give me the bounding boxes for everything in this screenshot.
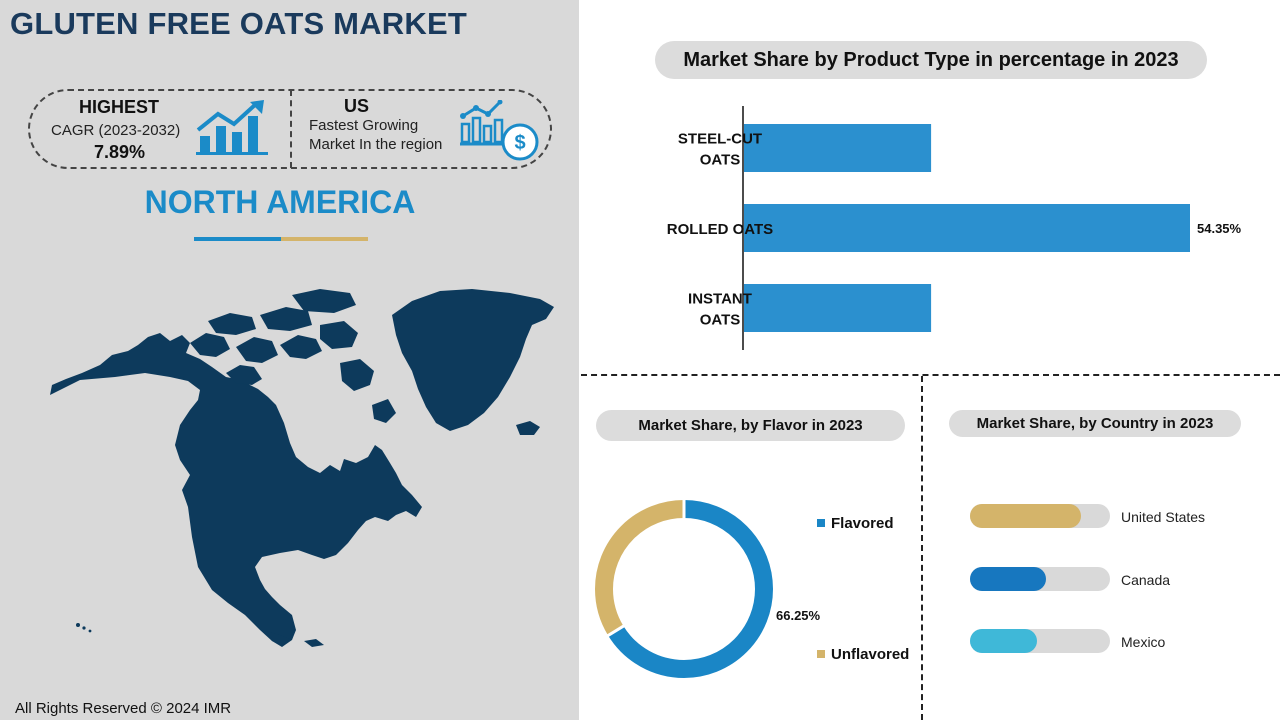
growth-chart-icon: [196, 100, 268, 155]
donut-separator-1: [606, 624, 626, 638]
region-rule-gold: [281, 237, 368, 241]
mexico-track: [970, 629, 1110, 653]
legend-unflavored-label: Unflavored: [831, 646, 910, 663]
cagr-period-label: CAGR (2023-2032): [51, 122, 181, 139]
bar-1: [744, 204, 1190, 252]
us-track: [970, 504, 1110, 528]
page-title: GLUTEN FREE OATS MARKET: [10, 6, 467, 41]
flavor-donut-chart: [595, 499, 773, 678]
value-label-1: 54.35%: [1197, 221, 1242, 236]
cagr-value: 7.89%: [94, 142, 146, 162]
us-label: United States: [1121, 509, 1206, 525]
bar-2: [744, 284, 932, 332]
product-type-chart-title: Market Share by Product Type in percenta…: [655, 41, 1207, 79]
horizontal-divider: [581, 374, 1280, 376]
mexico-label: Mexico: [1121, 634, 1166, 650]
legend-flavored: Flavored: [817, 515, 894, 532]
bar-0: [744, 124, 932, 172]
region-name: NORTH AMERICA: [144, 184, 416, 220]
category-label-0-0: STEEL-CUT: [678, 131, 762, 148]
category-label-0-1: OATS: [700, 152, 741, 169]
category-label-2-0: INSTANT: [688, 291, 752, 308]
copyright: All Rights Reserved © 2024 IMR: [15, 700, 232, 717]
mexico-fill: [970, 629, 1038, 653]
product-type-bar-chart: STEEL-CUT OATS ROLLED OATS 54.35% INSTANT OAT…: [667, 106, 1242, 350]
svg-text:$: $: [514, 132, 525, 154]
category-label-1-0: ROLLED OATS: [667, 221, 773, 238]
canada-track: [970, 567, 1110, 591]
leader-heading: US: [344, 96, 370, 116]
left-panel: GLUTEN FREE OATS MARKET HIGHEST CAGR (20…: [0, 0, 579, 720]
category-label-2-1: OATS: [700, 312, 741, 329]
legend-flavored-label: Flavored: [831, 515, 894, 532]
leader-line-1: Fastest Growing: [309, 117, 419, 134]
country-chart-title: Market Share, by Country in 2023: [949, 410, 1241, 437]
canada-fill: [970, 567, 1046, 591]
vertical-divider: [921, 376, 923, 720]
bar-chart-dollar-icon: $: [460, 100, 539, 161]
flavored-swatch: [817, 519, 825, 528]
unflavored-swatch: [817, 650, 825, 659]
legend-unflavored: Unflavored: [817, 646, 909, 663]
canada-label: Canada: [1121, 572, 1171, 588]
flavor-chart-title: Market Share, by Flavor in 2023: [596, 410, 905, 441]
us-fill: [970, 504, 1081, 528]
north-america-map: [50, 289, 554, 647]
leader-line-2: Market In the region: [309, 136, 443, 153]
stats-divider: [290, 90, 292, 168]
highest-heading: HIGHEST: [79, 97, 160, 117]
flavored-value-label: 66.25%: [776, 608, 821, 623]
region-rule-blue: [194, 237, 281, 241]
